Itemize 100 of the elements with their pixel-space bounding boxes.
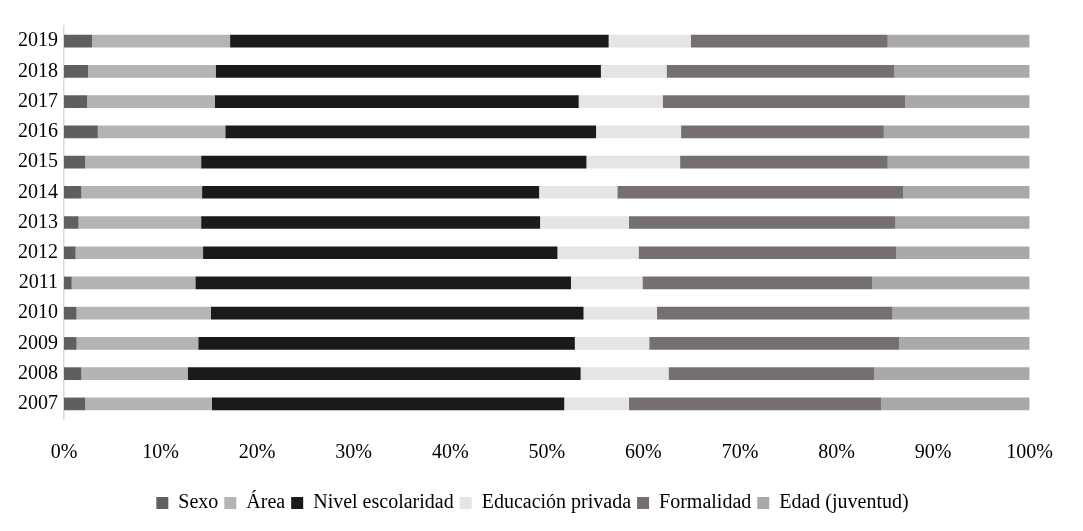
y-tick-label: 2013: [18, 209, 58, 232]
bar: [87, 95, 215, 108]
x-tick-label: 50%: [528, 440, 566, 463]
bar: [64, 337, 77, 350]
bar: [64, 155, 86, 169]
bar: [64, 306, 77, 320]
bar: [202, 185, 540, 199]
bar: [580, 367, 669, 380]
bar: [97, 125, 226, 139]
bar: [75, 246, 204, 260]
legend-label: Educación privada: [481, 490, 632, 514]
bar: [905, 95, 1030, 108]
bar: [574, 337, 650, 350]
y-tick-label: 2009: [18, 330, 58, 353]
x-tick-label: 60%: [625, 440, 662, 463]
bar: [874, 367, 1030, 380]
y-tick-label: 2007: [18, 391, 58, 414]
y-tick-label: 2019: [18, 28, 58, 51]
bar: [214, 95, 579, 108]
bar: [71, 276, 196, 290]
bar: [88, 65, 216, 78]
bar: [76, 337, 199, 350]
y-tick-label: 2011: [18, 270, 58, 293]
bar: [81, 185, 203, 199]
bar: [887, 155, 1030, 169]
y-tick-label: 2008: [18, 360, 58, 383]
bar: [662, 95, 906, 108]
x-tick-label: 0%: [50, 440, 78, 463]
bar: [540, 216, 629, 229]
bar: [64, 185, 82, 199]
bar: [64, 216, 79, 229]
bar: [628, 397, 881, 411]
bar: [564, 397, 629, 411]
x-tick-label: 20%: [238, 440, 276, 463]
bar: [896, 246, 1030, 260]
bar: [201, 155, 587, 169]
legend-label: Área: [246, 490, 286, 513]
legend-label: Sexo: [178, 490, 219, 513]
bar: [596, 125, 682, 139]
bar: [557, 246, 639, 260]
bar: [642, 276, 873, 290]
bar: [681, 125, 884, 139]
bar: [872, 276, 1030, 290]
bar: [211, 397, 565, 411]
x-tick-label: 70%: [721, 440, 759, 463]
x-tick-label: 80%: [818, 440, 855, 463]
y-tick-label: 2016: [18, 119, 58, 142]
bar: [195, 276, 571, 290]
bar: [203, 246, 558, 260]
bar: [78, 216, 202, 229]
bar: [187, 367, 581, 380]
bar: [600, 65, 667, 78]
x-tick-label: 100%: [1006, 440, 1054, 463]
bar: [64, 95, 88, 108]
bar: [638, 246, 897, 260]
bar: [215, 65, 601, 78]
y-tick-label: 2017: [18, 88, 58, 111]
bar: [230, 34, 609, 48]
bar: [64, 65, 89, 78]
y-tick-label: 2018: [18, 58, 58, 81]
x-tick-label: 90%: [914, 440, 952, 463]
bar: [668, 367, 875, 380]
bar: [880, 397, 1030, 411]
bar: [64, 397, 86, 411]
legend-label: Edad (juventud): [779, 490, 909, 514]
bar: [617, 185, 904, 199]
bar: [608, 34, 691, 48]
y-tick-label: 2012: [18, 239, 58, 262]
bar: [583, 306, 657, 320]
bar: [666, 65, 895, 78]
bar: [81, 367, 188, 380]
y-tick-label: 2014: [18, 179, 58, 202]
bar: [76, 306, 211, 320]
bar: [198, 337, 575, 350]
bar: [64, 246, 76, 260]
bar: [578, 95, 663, 108]
bar: [92, 34, 231, 48]
bar: [539, 185, 618, 199]
bar: [586, 155, 681, 169]
legend-label: Nivel escolaridad: [313, 490, 454, 513]
y-tick-label: 2010: [18, 300, 58, 323]
bar: [903, 185, 1030, 199]
bar: [64, 367, 82, 380]
x-tick-label: 30%: [335, 440, 373, 463]
bar: [894, 65, 1030, 78]
bar: [895, 216, 1030, 229]
bar: [883, 125, 1030, 139]
bar: [210, 306, 584, 320]
x-tick-label: 10%: [142, 440, 179, 463]
bar: [85, 397, 212, 411]
legend-label: Formalidad: [659, 490, 752, 513]
bar: [899, 337, 1030, 350]
x-tick-label: 40%: [431, 440, 469, 463]
bar: [64, 34, 92, 48]
bar: [887, 34, 1030, 48]
bar: [649, 337, 900, 350]
bar: [570, 276, 643, 290]
bar: [64, 125, 98, 139]
bar: [892, 306, 1030, 320]
bar: [225, 125, 597, 139]
